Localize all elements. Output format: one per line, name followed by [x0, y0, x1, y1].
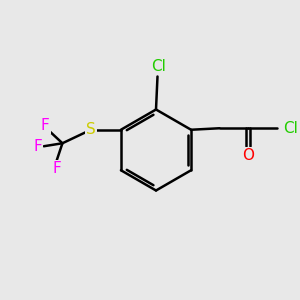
Text: F: F [34, 139, 42, 154]
Text: F: F [52, 161, 61, 176]
Text: O: O [242, 148, 254, 163]
Text: F: F [41, 118, 50, 133]
Text: Cl: Cl [151, 58, 166, 74]
Text: S: S [86, 122, 96, 137]
Text: Cl: Cl [284, 121, 298, 136]
